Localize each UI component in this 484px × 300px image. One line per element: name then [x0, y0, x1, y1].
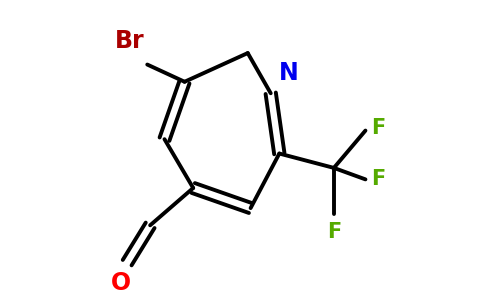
Text: F: F: [371, 118, 385, 138]
Text: F: F: [327, 222, 341, 242]
Text: Br: Br: [115, 29, 144, 53]
Text: O: O: [111, 271, 132, 295]
Text: N: N: [279, 61, 299, 85]
Text: F: F: [371, 169, 385, 189]
